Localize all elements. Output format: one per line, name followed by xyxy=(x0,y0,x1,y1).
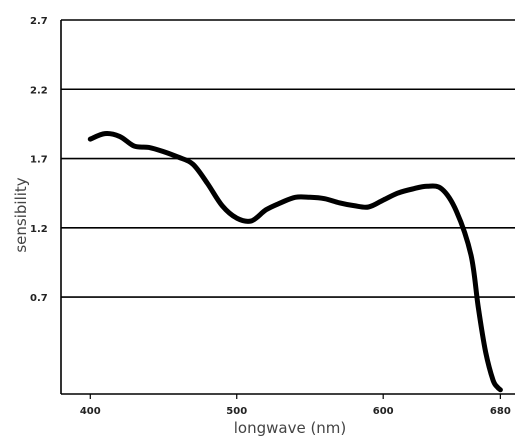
x-tick-label: 500 xyxy=(226,406,247,417)
series-layer xyxy=(87,130,503,393)
x-tick-label: 400 xyxy=(80,406,101,417)
y-tick-label: 0.7 xyxy=(30,293,48,304)
axes xyxy=(60,20,515,399)
y-tick-label: 2.2 xyxy=(30,85,48,96)
x-axis-label: longwave (nm) xyxy=(234,419,347,437)
series-line xyxy=(87,130,503,393)
tick-labels: 0.7 1.2 1.7 2.2 2.7 400 500 600 680 xyxy=(30,16,511,417)
x-tick-label: 680 xyxy=(490,406,511,417)
y-tick-label: 2.7 xyxy=(30,16,48,27)
y-tick-label: 1.2 xyxy=(30,224,48,235)
y-tick-label: 1.7 xyxy=(30,155,48,166)
y-axis-label: sensibility xyxy=(12,177,30,252)
grid-lines xyxy=(61,19,515,298)
x-tick-label: 600 xyxy=(373,406,394,417)
